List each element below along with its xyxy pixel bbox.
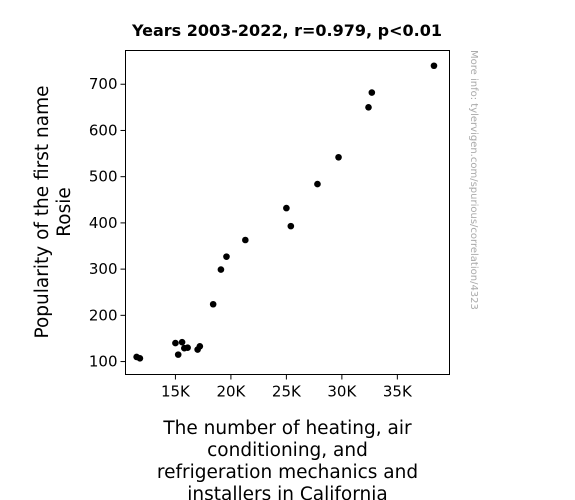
y-tick-label: 100 bbox=[89, 353, 118, 371]
y-tick-label: 600 bbox=[89, 121, 118, 139]
y-tick-label: 300 bbox=[89, 260, 118, 278]
y-axis-label-line: Popularity of the first name bbox=[32, 85, 53, 338]
data-point bbox=[335, 153, 342, 161]
data-point bbox=[314, 180, 321, 188]
x-axis-label-line: conditioning, and bbox=[207, 440, 368, 461]
data-point bbox=[172, 339, 179, 347]
x-tick-label: 15K bbox=[161, 383, 191, 401]
data-point bbox=[209, 300, 217, 308]
data-point bbox=[283, 204, 290, 212]
y-tick-label: 500 bbox=[89, 168, 118, 186]
x-tick-label: 30K bbox=[327, 383, 357, 401]
x-axis-label-line: The number of heating, air bbox=[162, 418, 412, 439]
data-point bbox=[178, 338, 186, 346]
y-tick-label: 400 bbox=[89, 214, 118, 232]
x-axis-label: The number of heating, airconditioning, … bbox=[157, 418, 418, 500]
x-tick-label: 25K bbox=[272, 383, 302, 401]
data-point bbox=[217, 266, 225, 273]
plot-area bbox=[125, 50, 450, 375]
y-axis-label: Popularity of the first name Rosie bbox=[32, 85, 75, 338]
data-point bbox=[430, 62, 438, 70]
data-point bbox=[368, 89, 376, 96]
y-tick-label: 200 bbox=[89, 306, 118, 324]
x-axis-label-line: refrigeration mechanics and bbox=[157, 462, 418, 483]
data-point bbox=[365, 104, 372, 111]
y-tick-label: 700 bbox=[89, 75, 118, 93]
y-axis-label-line: Rosie bbox=[54, 187, 75, 237]
x-tick-label: 35K bbox=[383, 383, 413, 401]
data-point bbox=[184, 344, 191, 351]
data-point bbox=[174, 351, 182, 358]
x-axis-label-line: installers in California bbox=[187, 484, 387, 500]
data-point bbox=[242, 236, 249, 244]
data-points bbox=[133, 62, 438, 362]
x-tick-label: 20K bbox=[216, 383, 246, 401]
y-axis: 100 200 300 400 500 600 700 bbox=[89, 75, 126, 371]
data-point bbox=[223, 253, 230, 260]
data-point bbox=[136, 355, 144, 362]
x-axis: 15K 20K 25K 30K 35K bbox=[161, 374, 413, 401]
data-point bbox=[287, 222, 295, 230]
chart-title: Years 2003-2022, r=0.979, p<0.01 bbox=[131, 21, 442, 40]
data-point bbox=[196, 343, 204, 350]
watermark-text: More info: tylervigen.com/spurious/corre… bbox=[468, 50, 479, 310]
